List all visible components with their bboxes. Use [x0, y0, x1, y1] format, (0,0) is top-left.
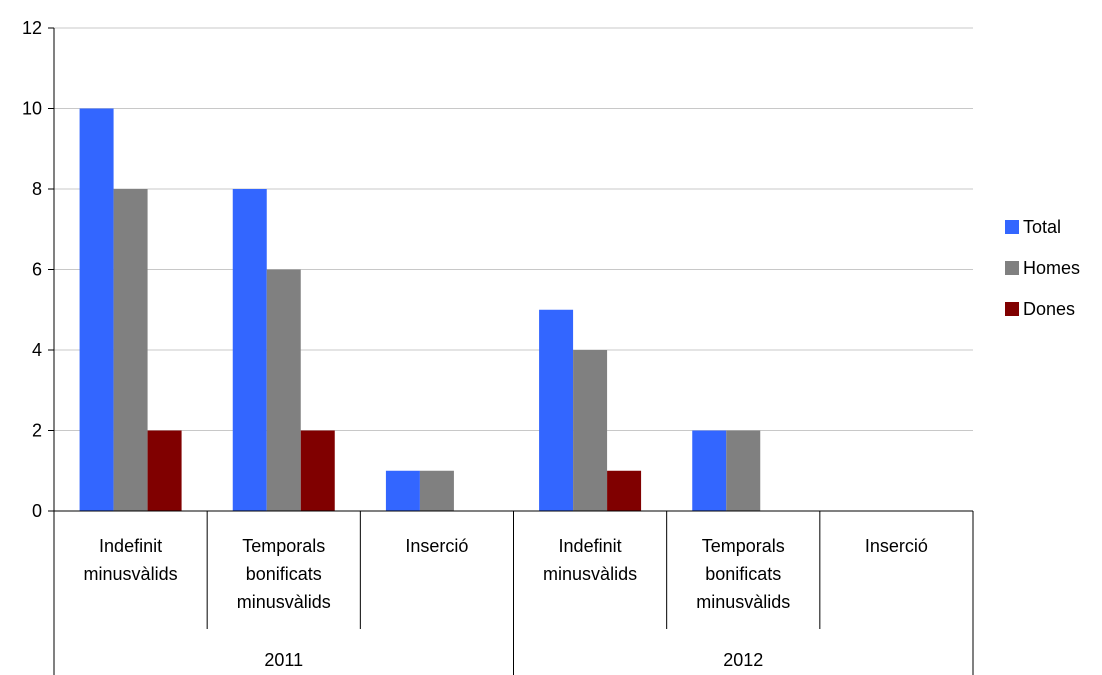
y-tick-label: 12: [22, 18, 42, 38]
x-category-label: minusvàlids: [237, 592, 331, 612]
bar-total: [79, 108, 114, 511]
bar-total: [692, 430, 727, 511]
x-category-label: Inserció: [405, 536, 468, 556]
x-category-label: minusvàlids: [696, 592, 790, 612]
y-tick-label: 0: [32, 501, 42, 521]
legend-label: Total: [1023, 217, 1061, 237]
gridlines: [54, 27, 973, 431]
x-category-label: minusvàlids: [543, 564, 637, 584]
bar-total: [385, 470, 420, 511]
legend-label: Homes: [1023, 258, 1080, 278]
legend: Total Homes Dones: [1005, 217, 1080, 319]
y-tick-label: 6: [32, 260, 42, 280]
y-tick-label: 4: [32, 340, 42, 360]
bar-homes: [726, 430, 761, 511]
bar-homes: [419, 470, 454, 511]
legend-swatch-homes: [1005, 261, 1019, 275]
legend-swatch-dones: [1005, 302, 1019, 316]
legend-label: Dones: [1023, 299, 1075, 319]
x-category-label: Temporals: [242, 536, 325, 556]
x-group-label: 2012: [723, 650, 763, 670]
x-category-label: minusvàlids: [84, 564, 178, 584]
legend-swatch-total: [1005, 220, 1019, 234]
x-category-label: Indefinit: [559, 536, 622, 556]
y-tick-label: 10: [22, 99, 42, 119]
bar-homes: [113, 189, 148, 511]
x-category-label: Indefinit: [99, 536, 162, 556]
axes: 0 2 4 6 8 10 12 Indefinit minusvàlids Temporals bo…: [22, 18, 974, 675]
x-category-label: Temporals: [702, 536, 785, 556]
bar-total: [232, 189, 267, 511]
bar-dones: [147, 430, 182, 511]
bar-dones: [607, 470, 642, 511]
bar-homes: [266, 269, 301, 511]
bars: [79, 108, 761, 511]
y-tick-label: 8: [32, 179, 42, 199]
bar-homes: [573, 350, 608, 511]
x-category-label: bonificats: [705, 564, 781, 584]
bar-total: [539, 309, 574, 511]
bar-dones: [300, 430, 335, 511]
x-category-label: bonificats: [246, 564, 322, 584]
x-category-label: Inserció: [865, 536, 928, 556]
x-group-label: 2011: [264, 650, 303, 670]
y-tick-label: 2: [32, 421, 42, 441]
